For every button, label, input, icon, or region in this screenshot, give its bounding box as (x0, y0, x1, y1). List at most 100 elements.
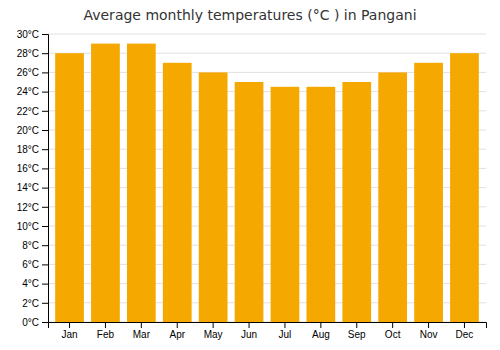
y-tick: 14°C (17, 182, 48, 193)
bar (127, 44, 156, 322)
x-tick-label: Sep (348, 329, 366, 340)
x-tick-label: Jul (279, 329, 292, 340)
x-tick-mark (249, 322, 250, 328)
y-tick-mark (42, 92, 48, 93)
x-tick-mark (69, 322, 70, 328)
x-tick-label: Jan (61, 329, 77, 340)
y-tick: 0°C (22, 317, 48, 328)
y-tick: 8°C (22, 240, 48, 251)
y-tick-label: 28°C (17, 48, 39, 59)
bar (163, 63, 192, 322)
y-axis-line (42, 35, 49, 323)
y-tick-mark (42, 168, 48, 169)
x-tick-mark (105, 322, 106, 328)
x-tick-label: Nov (420, 329, 438, 340)
x-axis-line (49, 323, 487, 329)
y-tick-label: 24°C (17, 86, 39, 97)
y-tick-mark (42, 245, 48, 246)
y-tick-mark (42, 188, 48, 189)
x-tick-label: Feb (97, 329, 115, 340)
y-tick-mark (42, 322, 48, 323)
bar (235, 82, 264, 322)
y-tick: 6°C (22, 259, 48, 270)
y-tick-label: 22°C (17, 106, 39, 117)
y-tick-label: 4°C (22, 278, 39, 289)
y-tick: 20°C (17, 125, 48, 136)
x-tick-mark (213, 322, 214, 328)
x-tick-mark (284, 322, 285, 328)
y-axis: 0°C 2°C 4°C 6°C 8°C 10°C 12°C 14°C 16°C 18°C 20°C 2… (17, 29, 49, 328)
bar (55, 53, 84, 322)
x-tick-label: Oct (385, 329, 401, 340)
grid (48, 34, 486, 322)
bar (342, 82, 371, 322)
bars (55, 44, 479, 322)
x-tick: Jul (279, 322, 292, 340)
x-tick-mark (320, 322, 321, 328)
bar (414, 63, 443, 322)
y-tick-mark (42, 303, 48, 304)
x-tick: Oct (385, 322, 401, 340)
x-tick: Jan (61, 322, 77, 340)
x-tick: Apr (169, 322, 185, 340)
y-tick-label: 12°C (17, 202, 39, 213)
y-tick: 10°C (17, 221, 48, 232)
x-tick: Aug (312, 322, 330, 340)
y-tick-label: 0°C (22, 317, 39, 328)
x-tick-label: Apr (169, 329, 185, 340)
bar (306, 87, 335, 322)
y-tick: 28°C (17, 48, 48, 59)
y-tick-label: 8°C (22, 240, 39, 251)
plot: 0°C 2°C 4°C 6°C 8°C 10°C 12°C 14°C 16°C 18°C 20°C 2… (17, 29, 487, 340)
y-tick-label: 20°C (17, 125, 39, 136)
x-tick: Sep (348, 322, 366, 340)
x-tick: Dec (456, 322, 474, 340)
x-tick-mark (177, 322, 178, 328)
y-tick: 24°C (17, 86, 48, 97)
y-tick: 2°C (22, 298, 48, 309)
y-tick: 4°C (22, 278, 48, 289)
y-tick: 26°C (17, 67, 48, 78)
x-tick-label: Dec (456, 329, 474, 340)
x-tick-mark (141, 322, 142, 328)
y-tick-mark (42, 226, 48, 227)
y-tick: 30°C (17, 29, 48, 40)
y-tick-mark (42, 111, 48, 112)
y-tick: 12°C (17, 202, 48, 213)
y-tick-mark (42, 284, 48, 285)
y-tick-label: 10°C (17, 221, 39, 232)
y-tick-mark (42, 264, 48, 265)
y-tick-mark (42, 207, 48, 208)
bar (199, 72, 228, 322)
chart: Average monthly temperatures (°C ) in Pa… (0, 0, 500, 350)
grid-line (48, 34, 486, 35)
x-tick: Jun (241, 322, 257, 340)
y-tick-label: 2°C (22, 298, 39, 309)
y-tick-mark (42, 130, 48, 131)
bar (378, 72, 407, 322)
x-tick-label: Aug (312, 329, 330, 340)
y-tick-mark (42, 72, 48, 73)
x-tick-mark (356, 322, 357, 328)
x-tick-label: Jun (241, 329, 257, 340)
y-tick-label: 30°C (17, 29, 39, 40)
y-tick-mark (42, 34, 48, 35)
y-tick-label: 16°C (17, 163, 39, 174)
x-tick-mark (428, 322, 429, 328)
x-tick-label: May (204, 329, 223, 340)
bar (271, 87, 300, 322)
y-tick-label: 14°C (17, 182, 39, 193)
title: Average monthly temperatures (°C ) in Pa… (83, 7, 416, 23)
x-tick: Feb (97, 322, 115, 340)
x-tick-label: Mar (133, 329, 151, 340)
y-tick-mark (42, 149, 48, 150)
bar (450, 53, 479, 322)
x-tick-mark (392, 322, 393, 328)
y-tick-mark (42, 53, 48, 54)
x-tick: Nov (420, 322, 438, 340)
y-tick: 22°C (17, 106, 48, 117)
y-tick: 18°C (17, 144, 48, 155)
x-axis: Jan Feb Mar Apr May Jun Jul Aug Sep Oct Nov Dec (49, 322, 487, 340)
x-tick: Mar (133, 322, 151, 340)
y-tick-label: 26°C (17, 67, 39, 78)
